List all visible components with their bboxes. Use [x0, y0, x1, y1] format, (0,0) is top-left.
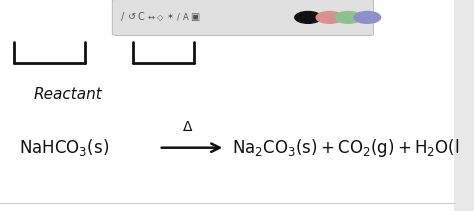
Text: ↺: ↺	[128, 12, 136, 22]
Text: /: /	[177, 13, 180, 22]
Text: /: /	[121, 12, 124, 22]
FancyBboxPatch shape	[112, 0, 374, 35]
Text: $\mathregular{NaHCO_3(s)}$: $\mathregular{NaHCO_3(s)}$	[19, 137, 109, 158]
Bar	[454, 0, 474, 211]
Text: ▣: ▣	[190, 12, 199, 22]
Text: ◇: ◇	[157, 13, 164, 22]
Circle shape	[354, 11, 381, 23]
Circle shape	[335, 11, 362, 23]
Text: $\mathregular{Na_2CO_3(s) + CO_2(g) + H_2O(l}$: $\mathregular{Na_2CO_3(s) + CO_2(g) + H_…	[232, 137, 460, 159]
Text: $\Delta$: $\Delta$	[182, 120, 193, 134]
Circle shape	[316, 11, 343, 23]
Text: ↔: ↔	[147, 13, 154, 22]
Text: A: A	[183, 13, 189, 22]
Text: ✶: ✶	[166, 13, 173, 22]
Text: C: C	[138, 12, 145, 22]
Circle shape	[295, 11, 321, 23]
Text: Reactant: Reactant	[33, 87, 102, 103]
